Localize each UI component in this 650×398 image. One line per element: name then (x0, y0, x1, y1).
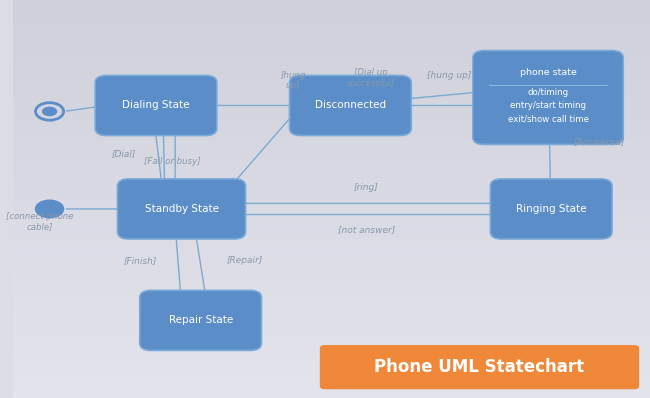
FancyBboxPatch shape (95, 76, 217, 135)
FancyBboxPatch shape (490, 179, 612, 239)
Text: [not answer]: [not answer] (338, 225, 395, 234)
Text: [ring]: [ring] (354, 183, 379, 192)
Text: [connect phone
cable]: [connect phone cable] (6, 212, 73, 231)
Text: [hung up]: [hung up] (427, 71, 471, 80)
Circle shape (36, 200, 64, 218)
Text: [Finish]: [Finish] (124, 256, 157, 265)
FancyBboxPatch shape (320, 345, 639, 389)
Text: [Dial]: [Dial] (112, 149, 136, 158)
Text: [Dial up
successful]: [Dial up successful] (347, 68, 395, 87)
Text: Phone UML Statechart: Phone UML Statechart (374, 358, 584, 376)
Text: [hung
up]: [hung up] (280, 71, 305, 90)
Text: [Repair]: [Repair] (227, 256, 263, 265)
FancyBboxPatch shape (140, 291, 261, 350)
Text: Ringing State: Ringing State (516, 204, 586, 214)
FancyBboxPatch shape (289, 76, 411, 135)
FancyBboxPatch shape (118, 179, 246, 239)
Text: [Fail or busy]: [Fail or busy] (144, 157, 200, 166)
FancyBboxPatch shape (473, 51, 623, 144)
Text: Disconnected: Disconnected (315, 100, 386, 111)
Text: Repair State: Repair State (168, 315, 233, 326)
Text: [Answered]: [Answered] (573, 137, 625, 146)
Text: Dialing State: Dialing State (122, 100, 190, 111)
Text: Standby State: Standby State (144, 204, 218, 214)
Circle shape (42, 107, 57, 116)
Text: phone state: phone state (519, 68, 577, 77)
Text: do/timing
entry/start timing
exit/show call time: do/timing entry/start timing exit/show c… (508, 88, 588, 123)
